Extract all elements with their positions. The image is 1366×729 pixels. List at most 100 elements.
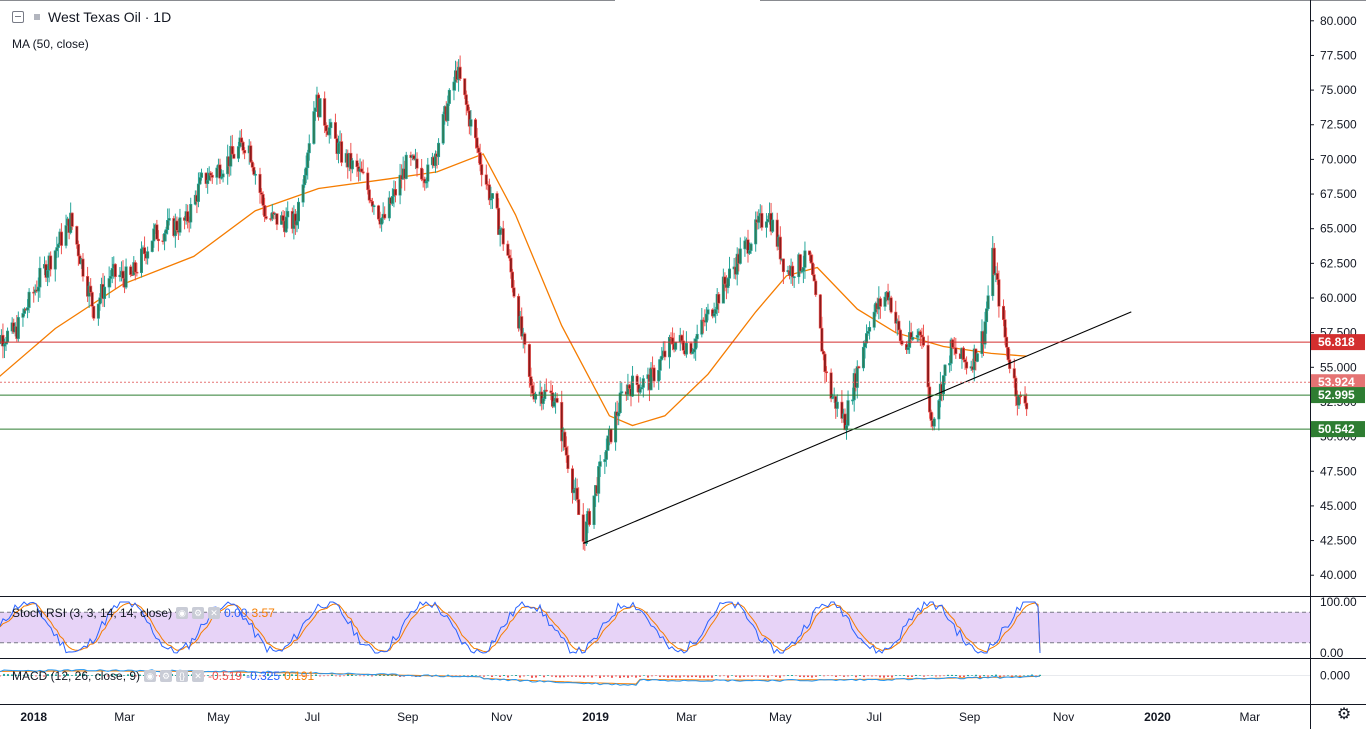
macd-bar: [875, 675, 877, 677]
candle-body: [56, 244, 60, 248]
candle: [236, 141, 240, 163]
macd-bar: [531, 675, 533, 678]
candle-body: [671, 337, 675, 345]
time-tick-label: 2020: [1144, 710, 1171, 724]
candle: [53, 249, 57, 282]
macd-bar: [771, 675, 773, 677]
settings-small-icon[interactable]: ⚙: [160, 670, 173, 682]
time-tick-label: Mar: [676, 710, 697, 724]
candle-body: [263, 205, 267, 217]
remove-icon[interactable]: ✕: [192, 670, 205, 682]
candle-body: [963, 359, 967, 363]
candle: [501, 220, 505, 251]
price-tick-label: 80.000: [1320, 14, 1357, 28]
candle: [103, 275, 107, 308]
candle: [798, 253, 802, 274]
eye-icon[interactable]: ◉: [144, 670, 157, 682]
candle-body: [243, 150, 247, 154]
macd-bar: [987, 675, 989, 677]
candle-body: [333, 122, 337, 139]
candle: [27, 288, 31, 314]
candle-body: [846, 400, 850, 426]
macd-value: -0.325: [246, 669, 281, 683]
candle: [275, 213, 279, 231]
macd-legend[interactable]: MACD (12, 26, close, 9) ◉ ⚙ {} ✕ -0.519 …: [12, 669, 314, 683]
level-label-bg: [1311, 374, 1365, 391]
candle-body: [592, 495, 596, 525]
macd-bar: [27, 674, 29, 676]
candle-body: [983, 321, 987, 345]
macd-bar: [639, 675, 641, 677]
macd-bar: [835, 675, 837, 678]
candle: [229, 135, 233, 176]
macd-bar: [347, 674, 349, 676]
remove-icon[interactable]: ✕: [208, 607, 221, 619]
candle-body: [355, 160, 359, 168]
macd-bar: [911, 675, 913, 677]
symbol-marker-icon: [34, 14, 40, 20]
macd-label: MACD (12, 26, close, 9): [12, 669, 141, 683]
macd-bar: [495, 675, 497, 676]
candle: [520, 307, 524, 340]
level-label-bg: [1311, 387, 1365, 404]
source-code-icon[interactable]: {}: [176, 670, 189, 682]
candle: [243, 147, 247, 160]
chart-title: West Texas Oil · 1D: [48, 9, 172, 25]
candle-body: [975, 353, 979, 362]
macd-bar: [607, 675, 609, 677]
candle: [313, 107, 317, 121]
stoch-k-value: 0.00: [224, 606, 248, 620]
candle: [829, 368, 833, 403]
candle-body: [965, 361, 969, 369]
candle-body: [692, 348, 696, 353]
stoch-rsi-legend[interactable]: Stoch RSI (3, 3, 14, 14, close) ◉ ⚙ ✕ 0.…: [12, 606, 275, 620]
candle-body: [898, 329, 902, 342]
candle-body: [1017, 395, 1021, 406]
macd-bar: [643, 675, 645, 676]
candle-body: [475, 137, 479, 149]
candle: [754, 211, 758, 252]
macd-bar: [119, 675, 121, 676]
candle-body: [415, 158, 419, 169]
macd-bar: [859, 675, 861, 676]
candle-body: [932, 418, 936, 427]
candle-body: [641, 378, 645, 388]
ma-legend[interactable]: MA (50, close): [12, 37, 89, 51]
candle-body: [92, 305, 96, 319]
candle: [965, 356, 969, 375]
time-tick-label: Mar: [114, 710, 135, 724]
settings-small-icon[interactable]: ⚙: [192, 607, 205, 619]
eye-icon[interactable]: ◉: [176, 607, 189, 619]
candle: [926, 335, 930, 398]
candle-body: [452, 81, 456, 91]
macd-bar: [7, 674, 9, 676]
candle-body: [367, 189, 371, 201]
macd-bar: [851, 675, 853, 676]
candle-body: [250, 161, 254, 168]
candle: [463, 78, 467, 100]
candle-body: [620, 391, 624, 394]
candle-body: [818, 294, 822, 329]
candle: [954, 337, 958, 359]
candle: [563, 429, 567, 451]
gear-icon[interactable]: ⚙: [1336, 706, 1352, 723]
candle-body: [712, 313, 716, 317]
candle-body: [1012, 368, 1016, 379]
candle-body: [390, 196, 394, 204]
candle-body: [477, 147, 481, 153]
candle-body: [597, 466, 601, 494]
candle-body: [81, 258, 85, 277]
trend-line: [583, 311, 1132, 544]
macd-bar: [43, 675, 45, 677]
candle: [152, 223, 156, 248]
macd-bar: [1019, 675, 1021, 678]
candle-body: [337, 142, 341, 154]
collapse-icon[interactable]: [12, 11, 24, 23]
candle-body: [663, 350, 667, 358]
macd-bar: [535, 675, 537, 678]
price-tick-label: 75.000: [1320, 83, 1357, 97]
candle-body: [1023, 395, 1027, 404]
macd-bar: [899, 675, 901, 676]
macd-bar: [919, 675, 921, 676]
